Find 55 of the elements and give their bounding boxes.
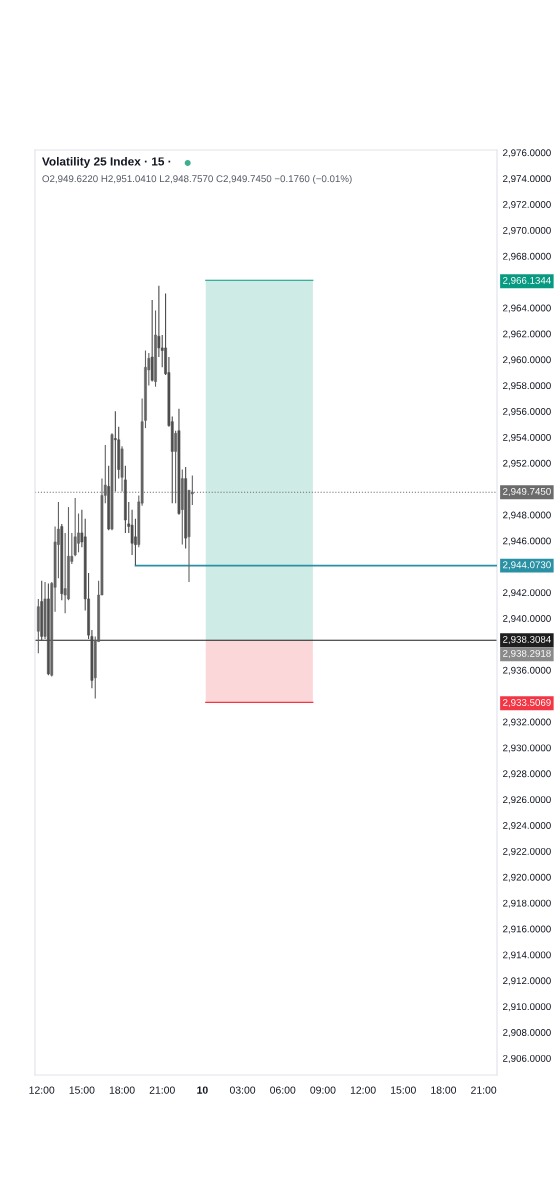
text: Volatility 25 Index · 15 · xyxy=(42,156,171,168)
y-tick-label: 2,948.0000 xyxy=(503,511,551,520)
x-tick-label: 18:00 xyxy=(109,1086,135,1094)
y-tick-label: 2,960.0000 xyxy=(503,356,551,365)
y-tick-label: 2,946.0000 xyxy=(503,537,551,546)
y-tick-label: 2,976.0000 xyxy=(503,149,551,158)
y-tick-label: 2,912.0000 xyxy=(503,977,551,986)
ref-line-label: 2,938.3084 xyxy=(503,635,551,644)
y-tick-label: 2,920.0000 xyxy=(503,873,551,882)
y-tick-label: 2,958.0000 xyxy=(503,382,551,391)
y-tick-label: 2,964.0000 xyxy=(503,304,551,313)
annotation: 2,938.2918 xyxy=(503,649,551,658)
y-tick-label: 2,956.0000 xyxy=(503,408,551,417)
y-tick-label: 2,970.0000 xyxy=(503,226,551,235)
x-tick-label: 21:00 xyxy=(471,1086,497,1094)
x-tick-label: 15:00 xyxy=(69,1086,95,1094)
y-tick-label: 2,906.0000 xyxy=(503,1054,551,1063)
y-tick-label: 2,966.1344 xyxy=(503,276,551,285)
y-tick-label: 2,922.0000 xyxy=(503,847,551,856)
y-tick-label: 2,942.0000 xyxy=(503,589,551,598)
x-tick-label: 12:00 xyxy=(29,1086,55,1094)
y-tick-label: 2,924.0000 xyxy=(503,822,551,831)
y-tick-label: 2,933.5069 xyxy=(503,699,551,708)
x-tick-label: 09:00 xyxy=(310,1086,336,1094)
x-tick-label: 03:00 xyxy=(229,1086,256,1094)
x-tick-label: 10 xyxy=(197,1086,208,1094)
ref-line-label: 2,949.7450 xyxy=(503,487,551,497)
y-tick-label: 2,940.0000 xyxy=(503,615,551,624)
y-tick-label: 2,908.0000 xyxy=(503,1029,551,1038)
x-tick-label: 21:00 xyxy=(149,1086,175,1094)
candlestick xyxy=(150,299,154,383)
y-tick-label: 2,972.0000 xyxy=(503,201,551,210)
data-label: 2,944.0730 xyxy=(503,561,551,570)
y-tick-label: 2,954.0000 xyxy=(503,433,551,442)
x-tick-label: 18:00 xyxy=(431,1086,457,1094)
y-tick-label: 2,926.0000 xyxy=(503,796,551,805)
x-tick-label: 15:00 xyxy=(391,1086,416,1094)
candlestick xyxy=(113,410,117,493)
y-tick-label: 2,928.0000 xyxy=(503,770,551,779)
y-tick-label: 2,952.0000 xyxy=(503,459,551,468)
y-tick-label: 2,974.0000 xyxy=(503,175,551,184)
y-tick-label: 2,918.0000 xyxy=(503,899,551,908)
y-tick-label: 2,916.0000 xyxy=(503,925,551,934)
text: O2,949.6220 H2,951.0410 L2,948.7570 C2,949.7450 −0.1760 (−0.01%) xyxy=(42,175,352,185)
x-tick-label: 06:00 xyxy=(270,1086,296,1094)
y-tick-label: 2,910.0000 xyxy=(503,1003,551,1012)
y-tick-label: 2,962.0000 xyxy=(503,330,551,339)
y-tick-label: 2,968.0000 xyxy=(503,252,551,261)
y-tick-label: 2,932.0000 xyxy=(503,718,551,727)
y-tick-label: 2,936.0000 xyxy=(503,666,551,675)
x-tick-label: 12:00 xyxy=(350,1086,376,1094)
y-tick-label: 2,930.0000 xyxy=(503,744,551,753)
y-tick-label: 2,914.0000 xyxy=(503,951,551,960)
candlestick xyxy=(63,532,67,614)
candlestick xyxy=(154,309,157,388)
